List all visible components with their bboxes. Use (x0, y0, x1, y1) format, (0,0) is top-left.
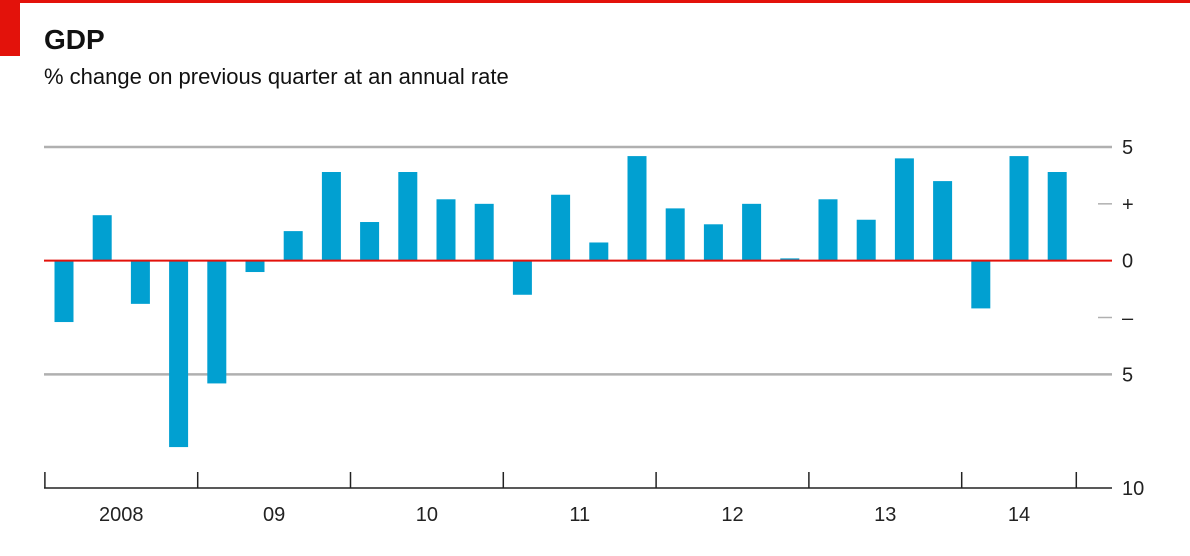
x-tick-label: 10 (416, 504, 438, 526)
y-tick-label: 5 (1122, 137, 1133, 159)
x-axis: 2008 09 10 11 12 13 14 (44, 472, 1112, 526)
y-tick-label: 5 (1122, 364, 1133, 386)
bar (1047, 172, 1067, 261)
bars (54, 156, 1067, 448)
y-axis-ticks: 5 +0 – 5 10 (1122, 137, 1144, 500)
bar (971, 260, 991, 309)
bar (856, 219, 876, 261)
bar (321, 172, 341, 261)
bar (245, 260, 265, 273)
y-tick-label: 10 (1122, 478, 1144, 500)
bar (130, 260, 150, 304)
bar (398, 172, 418, 261)
bar (627, 156, 647, 261)
x-tick-label: 13 (874, 504, 896, 526)
bar (780, 258, 800, 261)
x-tick-label: 2008 (99, 504, 144, 526)
bar (818, 199, 838, 261)
x-tick-label: 09 (263, 504, 285, 526)
y-tick-label: 0 (1122, 251, 1133, 273)
chart-subtitle: % change on previous quarter at an annua… (44, 64, 509, 89)
bar (360, 222, 380, 261)
bar (512, 260, 532, 295)
bar (169, 260, 189, 448)
x-tick-label: 11 (569, 504, 590, 526)
bar (894, 158, 914, 261)
top-rule (0, 0, 1190, 3)
y-tick-label: – (1122, 308, 1134, 330)
bar (283, 231, 303, 261)
bar (1009, 156, 1029, 261)
bar (665, 208, 685, 261)
chart-title: GDP (44, 24, 105, 55)
bar (589, 242, 609, 261)
brand-red-tag (0, 0, 20, 56)
bar (551, 194, 571, 261)
bar (703, 224, 723, 261)
bar (742, 203, 762, 261)
bar (207, 260, 227, 384)
x-tick-label: 14 (1008, 504, 1030, 526)
bar (933, 181, 953, 261)
y-tick-label: + (1122, 194, 1134, 216)
x-tick-label: 12 (721, 504, 743, 526)
bar (436, 199, 456, 261)
bar (92, 215, 112, 261)
bar (474, 203, 494, 261)
bar (54, 260, 74, 323)
